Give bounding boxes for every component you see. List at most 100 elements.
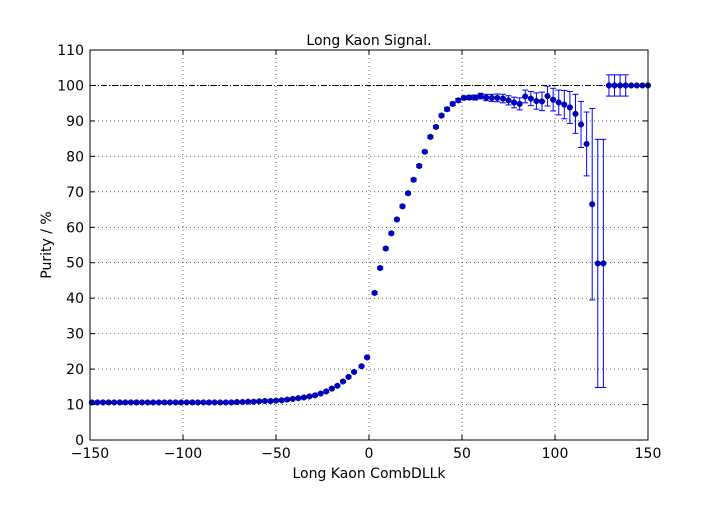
x-tick-label: 50: [453, 446, 471, 462]
data-points: [88, 82, 652, 406]
data-point: [139, 399, 146, 406]
data-point: [94, 399, 101, 406]
data-point: [200, 399, 207, 406]
data-point: [161, 399, 168, 406]
data-point: [99, 399, 107, 406]
y-tick-label: 20: [66, 362, 84, 378]
data-point: [561, 101, 568, 108]
data-point: [516, 100, 523, 107]
y-tick-label: 30: [66, 327, 84, 343]
x-axis-label: Long Kaon CombDLLk: [292, 466, 446, 482]
data-point: [622, 82, 629, 89]
data-point: [250, 398, 257, 405]
data-point: [572, 110, 579, 117]
data-point: [267, 397, 274, 405]
data-point: [295, 395, 302, 402]
y-tick-label: 40: [66, 291, 84, 307]
y-tick-label: 70: [66, 185, 84, 201]
x-tick-label: −100: [164, 446, 202, 462]
data-point: [416, 162, 423, 169]
data-point: [105, 399, 112, 406]
data-point: [351, 368, 358, 375]
data-point: [388, 230, 395, 237]
data-point: [189, 399, 196, 406]
data-point: [483, 94, 490, 101]
x-tick-label: −50: [261, 446, 291, 462]
data-point: [477, 93, 484, 100]
data-point: [323, 388, 330, 395]
data-point: [444, 106, 451, 113]
data-point: [228, 399, 235, 406]
data-point: [222, 399, 229, 406]
y-tick-label: 0: [75, 433, 84, 449]
data-point: [289, 395, 296, 402]
data-point: [432, 123, 440, 130]
data-point: [339, 378, 347, 385]
data-point: [317, 390, 324, 397]
y-tick-label: 10: [66, 398, 84, 414]
data-point: [377, 264, 384, 272]
y-tick-label: 80: [66, 149, 84, 165]
data-point: [633, 82, 640, 89]
data-point: [116, 399, 123, 406]
data-point: [550, 96, 557, 103]
data-point: [499, 95, 506, 102]
data-point: [111, 399, 118, 406]
data-point: [194, 399, 201, 406]
data-point: [617, 82, 624, 89]
chart-title: Long Kaon Signal.: [306, 33, 431, 49]
data-point: [245, 398, 252, 405]
data-point: [233, 399, 240, 406]
y-tick-label: 50: [66, 256, 84, 272]
data-point: [278, 397, 285, 404]
data-point: [583, 140, 590, 148]
data-point: [133, 399, 140, 406]
data-point: [364, 354, 371, 361]
data-point: [410, 176, 417, 183]
data-point: [611, 82, 618, 89]
data-point: [399, 203, 406, 210]
data-point: [438, 112, 445, 119]
data-point: [449, 100, 456, 107]
data-point: [345, 373, 352, 380]
data-point: [358, 363, 365, 370]
data-point: [589, 201, 596, 208]
data-point: [127, 399, 134, 406]
y-axis-label: Purity / %: [39, 211, 55, 278]
data-point: [466, 94, 473, 101]
y-tick-label: 100: [57, 78, 84, 94]
data-point: [217, 399, 224, 406]
data-point: [505, 97, 512, 104]
data-point: [306, 393, 313, 400]
data-point: [256, 398, 263, 405]
data-point: [544, 93, 551, 100]
x-tick-label: −150: [71, 446, 109, 462]
data-point: [239, 399, 246, 406]
data-point: [471, 94, 479, 101]
data-point: [150, 399, 157, 406]
y-tick-label: 90: [66, 114, 84, 130]
data-point: [600, 260, 607, 267]
data-point: [122, 399, 129, 406]
data-point: [566, 104, 573, 111]
data-point: [166, 399, 174, 406]
axis-ticks: [89, 49, 649, 441]
y-tick-label: 110: [57, 43, 84, 59]
data-point: [261, 397, 268, 405]
data-point: [538, 98, 546, 105]
data-point: [555, 99, 562, 106]
data-point: [511, 99, 518, 106]
data-point: [328, 385, 335, 392]
data-point: [382, 245, 389, 252]
data-point: [594, 260, 601, 267]
data-point: [155, 399, 162, 406]
data-point: [460, 94, 467, 101]
data-point: [300, 394, 307, 401]
data-point: [183, 399, 190, 406]
data-point: [284, 396, 291, 403]
x-tick-label: 0: [365, 446, 374, 462]
data-point: [533, 98, 540, 105]
